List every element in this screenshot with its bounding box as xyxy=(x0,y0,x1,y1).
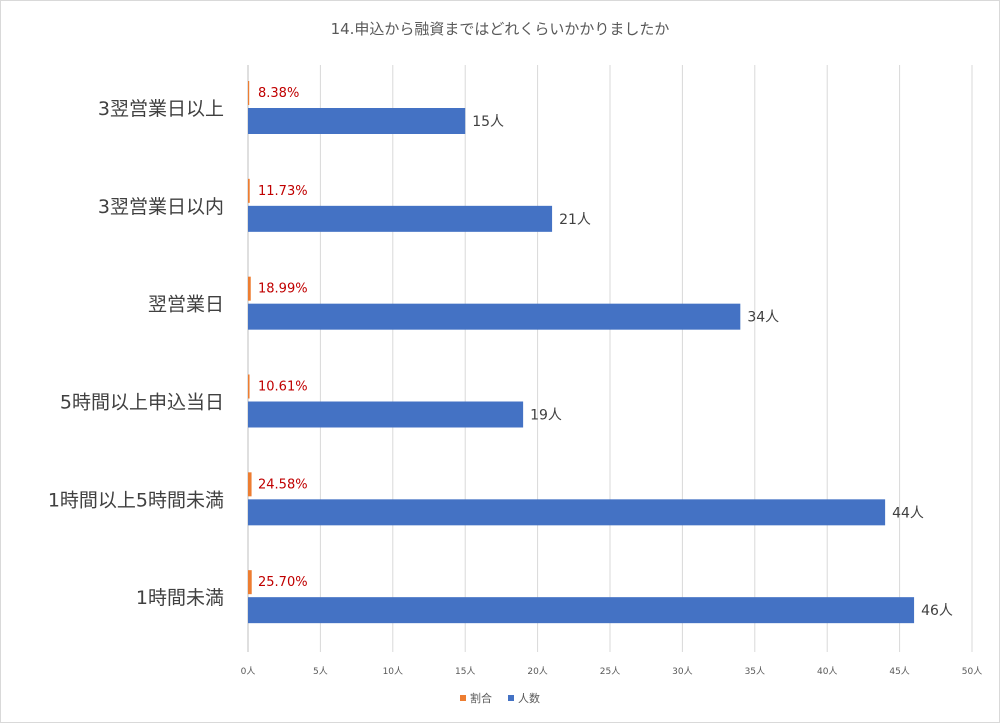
bar-ratio xyxy=(248,276,251,301)
data-label-count: 46人 xyxy=(921,603,953,619)
legend-swatch xyxy=(460,695,466,701)
data-label-count: 21人 xyxy=(559,212,591,228)
x-tick-label: 5人 xyxy=(313,666,328,677)
x-tick-label: 50人 xyxy=(962,666,982,677)
legend-swatch xyxy=(508,695,514,701)
x-tick-label: 40人 xyxy=(817,666,837,677)
data-label-ratio: 10.61% xyxy=(258,380,308,395)
category-label: 3翌営業日以内 xyxy=(98,196,224,218)
x-tick-label: 15人 xyxy=(455,666,475,677)
data-label-count: 15人 xyxy=(472,114,504,130)
category-label: 5時間以上申込当日 xyxy=(60,392,224,414)
bar-ratio xyxy=(248,374,250,399)
data-label-count: 34人 xyxy=(747,310,779,326)
bar-count xyxy=(248,401,524,428)
x-tick-label: 35人 xyxy=(745,666,765,677)
data-label-count: 19人 xyxy=(530,408,562,424)
category-label: 3翌営業日以上 xyxy=(98,98,224,120)
category-label: 1時間未満 xyxy=(136,587,224,609)
bar-ratio xyxy=(248,472,252,497)
data-label-ratio: 25.70% xyxy=(258,575,308,590)
legend-entry: 人数 xyxy=(518,692,540,705)
bar-count xyxy=(248,205,553,232)
bar-count xyxy=(248,108,466,134)
bar-ratio xyxy=(248,570,252,595)
data-label-ratio: 18.99% xyxy=(258,282,308,297)
bar-ratio xyxy=(248,178,250,203)
legend-entry: 割合 xyxy=(470,691,492,705)
x-tick-label: 20人 xyxy=(527,666,547,677)
x-tick-label: 10人 xyxy=(383,666,403,677)
bar-count xyxy=(248,597,915,624)
data-label-ratio: 24.58% xyxy=(258,477,308,492)
category-label: 翌営業日 xyxy=(148,294,224,316)
category-label: 1時間以上5時間未満 xyxy=(48,489,224,511)
chart-title: 14.申込から融資まではどれくらいかかりましたか xyxy=(330,20,670,38)
data-label-ratio: 11.73% xyxy=(258,184,308,199)
bar-count xyxy=(248,499,886,526)
x-tick-label: 0人 xyxy=(241,666,256,677)
x-tick-label: 45人 xyxy=(889,666,909,677)
data-label-ratio: 8.38% xyxy=(258,86,299,101)
bar-count xyxy=(248,303,741,330)
x-tick-label: 30人 xyxy=(672,666,692,677)
x-tick-label: 25人 xyxy=(600,666,620,677)
bar-ratio xyxy=(248,81,250,105)
data-label-count: 44人 xyxy=(892,505,924,521)
